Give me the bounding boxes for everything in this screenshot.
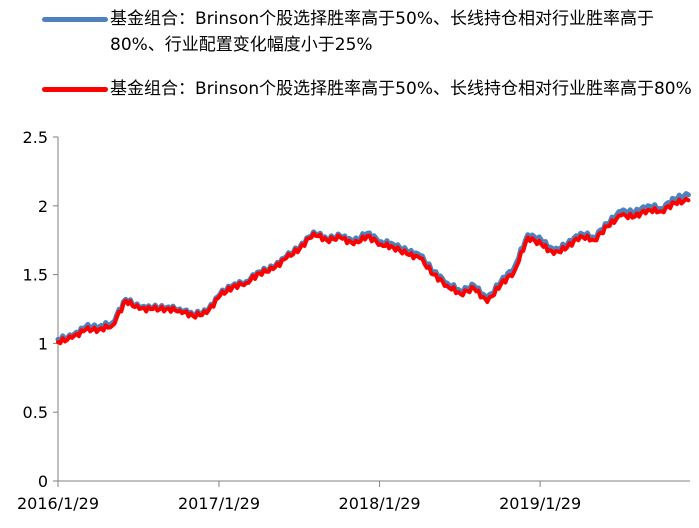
legend-label-series-1: 基金组合：Brinson个股选择胜率高于50%、长线持仓相对行业胜率高于80%、… [110,9,654,55]
legend-swatch-series-2 [42,87,108,92]
x-tick-label-2: 2018/1/29 [339,494,421,513]
legend-swatch-series-1 [42,17,108,22]
series-line-1 [55,191,691,344]
x-tick-label-0: 2016/1/29 [17,494,99,513]
series-line-2 [56,196,691,346]
y-tick-label-5: 2.5 [23,128,48,147]
y-tick-label-3: 1.5 [23,266,48,285]
y-tick-label-2: 1 [38,334,48,353]
y-tick-label-1: 0.5 [23,403,48,422]
legend-label-series-2: 基金组合：Brinson个股选择胜率高于50%、长线持仓相对行业胜率高于80% [110,79,692,99]
x-tick-label-3: 2019/1/29 [499,494,581,513]
y-tick-label-0: 0 [38,472,48,491]
y-tick-label-4: 2 [38,197,48,216]
x-tick-label-1: 2017/1/29 [178,494,260,513]
